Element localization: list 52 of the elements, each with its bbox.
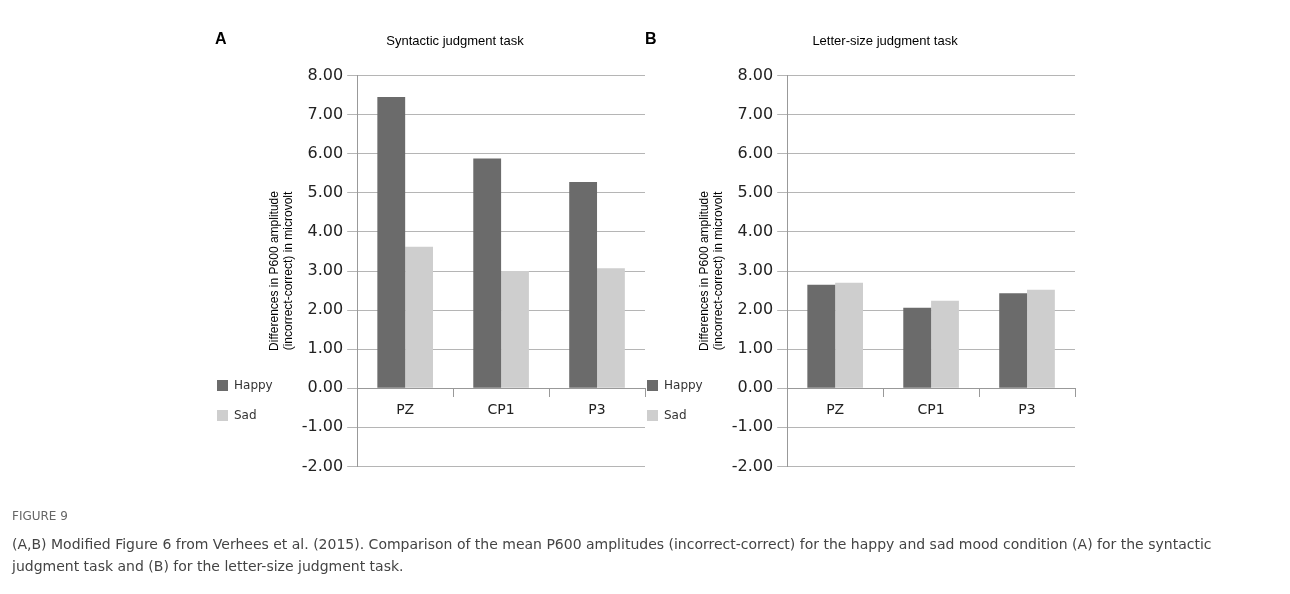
- y-tick-label: 7.00: [307, 103, 344, 123]
- bar: [835, 282, 863, 388]
- legend-label: Happy: [234, 378, 273, 392]
- x-tick-label: CP1: [487, 401, 515, 418]
- text: B: [645, 30, 657, 48]
- x-tick-label: PZ: [396, 401, 415, 418]
- y-tick-label: 6.00: [737, 142, 774, 162]
- y-tick-label: 2.00: [307, 299, 344, 319]
- y-tick-label: 3.00: [737, 260, 774, 280]
- text: (A,B) Modified Figure 6 from Verhees et al. (2015). Comparison of the mean P600 amplitudes (incorrect-correct) for the happy and sad mood condition (A) for the syntactic judgment task and (B) for the letter-size judgment task.: [12, 535, 1213, 576]
- x-tick-label: PZ: [826, 401, 845, 418]
- bar: [1027, 289, 1055, 388]
- y-axis-title: Differences in P600 amplitude (incorrect-correct) in microvolt: [696, 190, 725, 351]
- y-tick-label: 0.00: [737, 377, 774, 397]
- bar: [597, 268, 625, 388]
- y-tick-label: -1.00: [301, 416, 344, 436]
- y-tick-label: 3.00: [307, 260, 344, 280]
- bar: [501, 271, 529, 388]
- bar: [807, 284, 836, 388]
- bar: [999, 293, 1028, 388]
- x-tick-label: P3: [1018, 401, 1036, 418]
- y-tick-label: 7.00: [737, 103, 774, 123]
- y-tick-label: 1.00: [737, 338, 774, 358]
- y-tick-label: 1.00: [307, 338, 344, 358]
- y-tick-label: 8.00: [307, 64, 344, 84]
- text: A: [215, 30, 227, 48]
- y-tick-label: 6.00: [307, 142, 344, 162]
- x-tick-label: CP1: [917, 401, 945, 418]
- y-axis-title: Differences in P600 amplitude (incorrect-correct) in microvolt: [266, 190, 295, 351]
- chart-title: Letter-size judgment task: [812, 33, 959, 49]
- y-tick-label: -1.00: [731, 416, 774, 436]
- chart-title: Syntactic judgment task: [386, 33, 525, 49]
- y-tick-label: 0.00: [307, 377, 344, 397]
- legend-label: Happy: [664, 378, 703, 392]
- y-tick-label: 4.00: [307, 221, 344, 241]
- bar: [931, 300, 959, 388]
- bar: [405, 246, 433, 388]
- legend-label: Sad: [664, 408, 687, 422]
- y-tick-label: 4.00: [737, 221, 774, 241]
- bar: [903, 307, 932, 388]
- y-tick-label: 2.00: [737, 299, 774, 319]
- y-tick-label: 5.00: [737, 182, 774, 201]
- bar: [569, 181, 598, 388]
- y-tick-label: -2.00: [301, 455, 344, 475]
- bar: [377, 97, 406, 388]
- y-tick-label: 5.00: [307, 182, 344, 201]
- y-tick-label: 8.00: [737, 64, 774, 84]
- y-tick-label: -2.00: [731, 455, 774, 475]
- legend-label: Sad: [234, 408, 257, 422]
- caption: FIGURE 9: [12, 508, 69, 525]
- x-tick-label: P3: [588, 401, 606, 418]
- bar: [473, 158, 502, 388]
